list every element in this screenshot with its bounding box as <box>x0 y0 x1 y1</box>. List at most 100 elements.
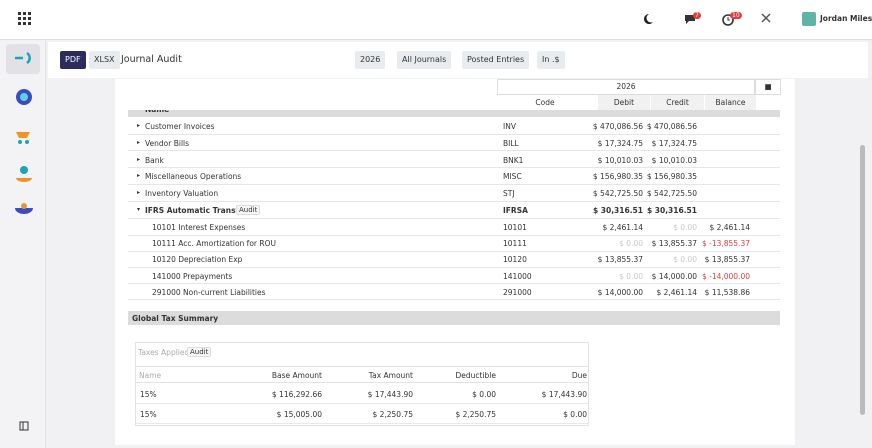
debit: $ 13,855.37 <box>597 255 643 265</box>
column-header: Code <box>535 98 555 107</box>
tax-column-header: Due <box>571 371 587 380</box>
tax-cell: $ 17,443.90 <box>367 390 413 399</box>
badge: 10 <box>730 12 742 19</box>
tax-cell: 15% <box>140 410 157 419</box>
balance: $ -13,855.37 <box>701 239 750 249</box>
activity-icon[interactable] <box>722 12 736 26</box>
credit: $ 14,000.00 <box>651 271 697 281</box>
tax-cell: $ 0.00 <box>563 410 587 419</box>
journal-name: Bank <box>145 155 164 165</box>
journal-name: Vendor Bills <box>145 138 190 148</box>
credit: $ 470,086.56 <box>646 122 697 131</box>
debit: $ 470,086.56 <box>592 122 643 131</box>
credit: $ 10,010.03 <box>651 155 697 165</box>
tax-column-header: Deductible <box>455 371 496 380</box>
column-header: Credit <box>650 95 704 110</box>
caret: ▸ <box>137 155 141 163</box>
balance: $ 11,538.86 <box>704 287 750 297</box>
filter-button[interactable]: Posted Entries <box>462 51 530 69</box>
debit: $ 542,725.50 <box>592 189 643 199</box>
journal-row[interactable]: ▸ Miscellaneous Operations MISC $ 156,980.3… <box>128 168 780 186</box>
tax-cell: $ 0.00 <box>472 390 496 399</box>
code: BNK1 <box>503 155 524 165</box>
code: STJ <box>503 189 515 199</box>
collapse-icon[interactable] <box>19 421 29 431</box>
balance: $ -14,000.00 <box>701 271 750 281</box>
theme-icon[interactable] <box>640 12 654 26</box>
filter-button[interactable]: 2026 <box>355 51 386 69</box>
avatar[interactable] <box>802 12 816 26</box>
journal-name: Inventory Valuation <box>145 189 219 199</box>
debit: $ 2,461.14 <box>602 223 643 232</box>
tax-cell: 15% <box>140 390 157 399</box>
code: 10101 <box>503 223 527 232</box>
journal-row[interactable]: ▸ Bank BNK1 $ 10,010.03 $ 10,010.03 <box>128 152 780 169</box>
debit: $ 10,010.03 <box>597 155 643 165</box>
filter-button[interactable]: All Journals <box>397 51 452 69</box>
tax-label: Taxes Applied <box>138 348 190 357</box>
account-row: 10120 Depreciation Exp 10120 $ 13,855.37 $ … <box>128 251 780 269</box>
lock-cell[interactable]: ■ <box>755 79 781 95</box>
journal-row[interactable]: ▸ Customer Invoices INV $ 470,086.56 $ 470,0… <box>128 118 780 135</box>
credit: $ 30,316.51 <box>646 206 697 215</box>
section-title: Global Tax Summary <box>128 311 780 325</box>
tax-header-row: Name Base Amount Tax Amount Deductible Due <box>135 366 589 383</box>
account-name: 10101 Interest Expenses <box>152 223 246 232</box>
report-panel <box>115 79 795 445</box>
caret: ▸ <box>137 189 141 197</box>
balance: $ 2,461.14 <box>709 223 750 232</box>
debit: $ 30,316.51 <box>592 206 643 215</box>
tax-column-header: Name <box>139 371 162 380</box>
apps-icon[interactable] <box>17 11 31 25</box>
journal-row[interactable]: ▸ Vendor Bills BILL $ 17,324.75 $ 17,324.75 <box>128 135 780 152</box>
credit: $ 542,725.50 <box>646 189 697 199</box>
account-name: 10111 Acc. Amortization for ROU <box>152 239 276 249</box>
account-name: 10120 Depreciation Exp <box>152 255 243 265</box>
xlsx-button[interactable]: XLSX <box>89 51 120 69</box>
scrollbar[interactable] <box>860 145 865 415</box>
tax-column-header: Tax Amount <box>368 371 413 380</box>
journal-row[interactable]: ▾ IFRS Automatic Transfers Audit IFRSA $ 30,… <box>128 202 780 219</box>
code: MISC <box>503 172 522 182</box>
user-name[interactable]: Jordan Miles <box>820 14 872 23</box>
caret: ▸ <box>137 172 141 180</box>
tax-cell: $ 17,443.90 <box>541 390 587 399</box>
code: IFRSA <box>503 206 528 215</box>
caret: ▾ <box>137 206 141 213</box>
code: 291000 <box>503 287 532 297</box>
code: INV <box>503 122 516 131</box>
credit: $ 13,855.37 <box>651 239 697 249</box>
caret: ▸ <box>137 122 141 129</box>
code: BILL <box>503 138 519 148</box>
code: 141000 <box>503 271 532 281</box>
topbar <box>0 0 872 40</box>
debit: $ 14,000.00 <box>597 287 643 297</box>
credit: $ 0.00 <box>673 255 697 265</box>
debit: $ 17,324.75 <box>597 138 643 148</box>
name-header-bar: Name <box>128 110 780 117</box>
column-header: Name <box>145 110 169 114</box>
pdf-button[interactable]: PDF <box>60 51 86 69</box>
badge: 7 <box>693 12 701 19</box>
sidebar-icons[interactable] <box>13 50 35 240</box>
tools-icon[interactable] <box>760 12 772 24</box>
journal-name: Customer Invoices <box>145 122 215 131</box>
tag: Audit <box>187 347 212 357</box>
chat-icon[interactable] <box>684 13 698 25</box>
filter-button[interactable]: In .$ <box>537 51 565 69</box>
credit: $ 2,461.14 <box>656 287 697 297</box>
tax-cell: $ 116,292.66 <box>271 390 322 399</box>
code: 10120 <box>503 255 527 265</box>
debit: $ 0.00 <box>619 239 643 249</box>
debit: $ 0.00 <box>619 271 643 281</box>
tax-cell: $ 2,250.75 <box>455 410 496 419</box>
column-header: Balance <box>704 95 756 110</box>
tax-row: 15% $ 116,292.66 $ 17,443.90 $ 0.00 $ 17,443… <box>135 384 589 404</box>
journal-row[interactable]: ▸ Inventory Valuation STJ $ 542,725.50 $ 542… <box>128 185 780 202</box>
report-title: Journal Audit <box>121 54 182 65</box>
journal-name: IFRS Automatic Transfers <box>145 206 253 215</box>
account-row: 141000 Prepayments 141000 $ 0.00 $ 14,000.0… <box>128 268 780 285</box>
account-row: 10111 Acc. Amortization for ROU 10111 $ 0.… <box>128 235 780 252</box>
sidebar <box>0 41 46 448</box>
